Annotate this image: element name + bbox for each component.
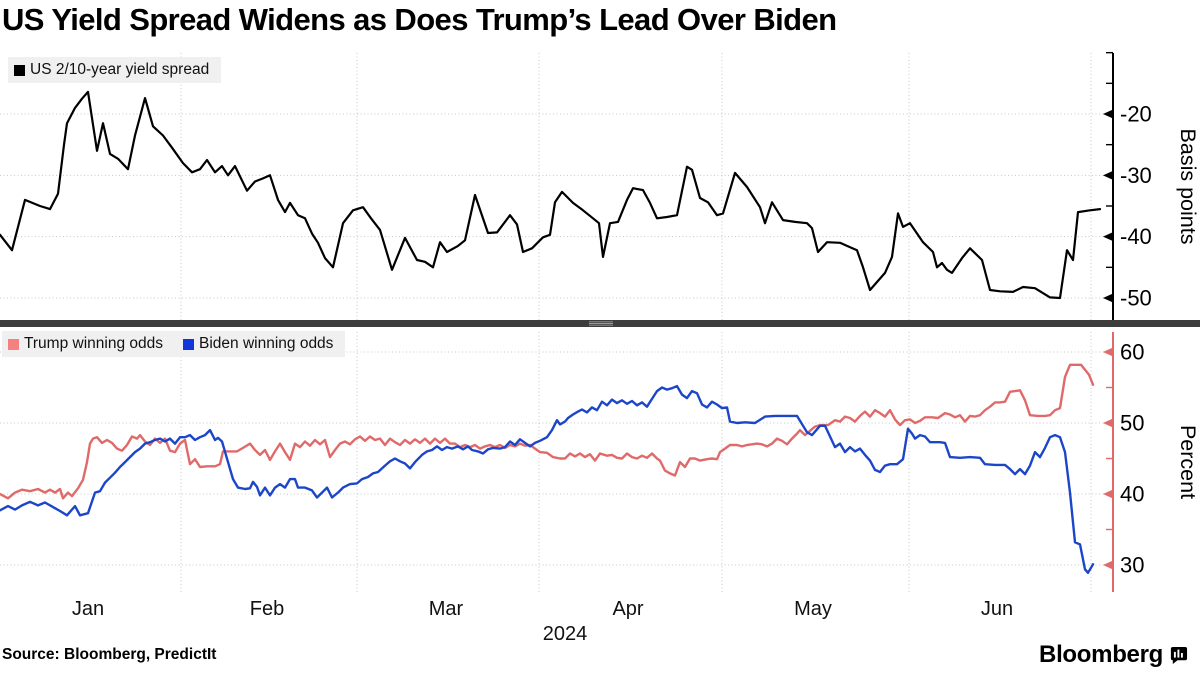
series-line-trump-winning-odds (0, 363, 1095, 500)
tick-arrow-icon (1103, 109, 1113, 119)
series-line-biden-winning-odds (0, 384, 1095, 574)
tick-arrow-icon (1103, 560, 1113, 570)
legend-label: Trump winning odds (24, 335, 163, 352)
page-title: US Yield Spread Widens as Does Trump’s L… (2, 2, 837, 37)
month-label-may: May (794, 598, 832, 620)
month-label-mar: Mar (429, 598, 464, 620)
top-tick-label: -50 (1120, 285, 1152, 310)
bloomberg-logo: Bloomberg (1039, 641, 1188, 669)
tick-arrow-icon (1103, 418, 1113, 428)
series-line-us-2-10-year-yield-spread (0, 90, 1102, 300)
top-y-axis-title: Basis points (1176, 129, 1200, 245)
month-label-jun: Jun (981, 598, 1013, 620)
tick-arrow-icon (1103, 232, 1113, 242)
yield-spread-swatch-icon (14, 64, 25, 76)
bloomberg-wordmark: Bloomberg (1039, 641, 1163, 668)
top-tick-label: -40 (1120, 224, 1152, 249)
bottom-y-axis-title: Percent (1176, 425, 1200, 499)
top-tick-label: -20 (1120, 102, 1152, 127)
tick-arrow-icon (1103, 347, 1113, 357)
month-label-feb: Feb (250, 598, 284, 620)
legend-label: Biden winning odds (199, 335, 334, 352)
legend-label: US 2/10-year yield spread (30, 61, 210, 78)
source-note: Source: Bloomberg, PredictIt (2, 646, 217, 663)
bloomberg-bug-icon (1170, 646, 1188, 664)
legend-item-biden: Biden winning odds (183, 335, 333, 353)
month-label-jan: Jan (72, 598, 104, 620)
legend-item-yield-spread: US 2/10-year yield spread (14, 61, 209, 79)
bottom-tick-label: 30 (1120, 553, 1144, 578)
year-label: 2024 (543, 623, 588, 645)
bottom-tick-label: 60 (1120, 340, 1144, 365)
bottom-tick-label: 50 (1120, 411, 1144, 436)
tick-arrow-icon (1103, 293, 1113, 303)
trump-swatch-icon (8, 338, 19, 350)
legend-bottom-panel: Trump winning odds Biden winning odds (2, 331, 346, 357)
biden-swatch-icon (183, 338, 194, 350)
top-tick-label: -30 (1120, 163, 1152, 188)
tick-arrow-icon (1103, 170, 1113, 180)
tick-arrow-icon (1103, 489, 1113, 499)
legend-item-trump: Trump winning odds (8, 335, 163, 353)
bottom-tick-label: 40 (1120, 482, 1144, 507)
month-label-apr: Apr (612, 598, 643, 620)
legend-top-panel: US 2/10-year yield spread (8, 57, 222, 83)
